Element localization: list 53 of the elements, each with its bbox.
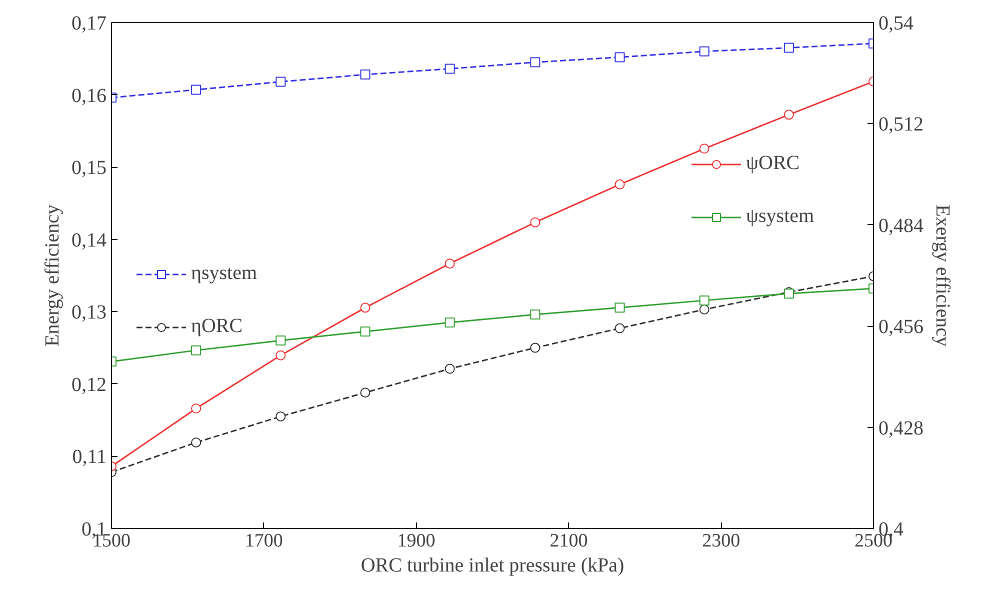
point (276, 350, 286, 360)
y-tick-label: 0,17 (72, 12, 106, 34)
point (444, 64, 455, 74)
y-tick-label: 0,11 (72, 446, 107, 468)
point (530, 310, 540, 320)
point (276, 411, 286, 422)
x-tick-label: 2100 (550, 530, 588, 552)
point (191, 437, 202, 448)
y-axis-title: Energy efficiency (42, 204, 64, 346)
y2-tick-label: 0,484 (878, 214, 924, 237)
point (360, 388, 370, 398)
y2-axis-title: Exergy efficiency (932, 204, 954, 346)
point (360, 326, 370, 337)
legend-label: ψsystem (746, 205, 814, 228)
point (360, 302, 370, 313)
point (191, 84, 202, 95)
point (276, 76, 286, 87)
point (530, 342, 540, 353)
point (191, 345, 202, 356)
y-tick-label: 0,12 (72, 374, 106, 396)
legend-label: ηORC (191, 315, 243, 338)
point (784, 42, 794, 53)
y2-tick-label: 0,54 (878, 12, 914, 34)
point (614, 52, 625, 62)
point (360, 70, 370, 80)
point (530, 217, 540, 228)
legend-label: ηsystem (191, 262, 258, 285)
point (614, 179, 625, 190)
y-tick-label: 0,16 (72, 84, 106, 107)
point (444, 258, 455, 269)
x-tick-label: 1700 (244, 530, 283, 552)
point (191, 404, 202, 414)
point (699, 295, 710, 306)
legend-label: ψORC (746, 152, 800, 175)
y2-tick-label: 0,512 (878, 114, 924, 136)
point (530, 57, 540, 68)
point (444, 317, 455, 328)
point (614, 323, 625, 334)
point (699, 304, 710, 314)
point (614, 302, 625, 313)
point (699, 46, 710, 56)
point (784, 110, 794, 120)
y-tick-label: 0,14 (72, 229, 106, 252)
x-tick-label: 1900 (397, 530, 436, 552)
y-tick-label: 0,13 (72, 302, 106, 324)
point (276, 336, 286, 346)
x-axis-title: ORC turbine inlet pressure (kPa) (360, 554, 624, 576)
y-tick-label: 0,15 (72, 157, 106, 180)
y2-tick-label: 0,428 (878, 417, 924, 440)
x-tick-label: 2300 (702, 530, 740, 552)
y2-tick-label: 0,456 (878, 316, 924, 338)
point (444, 364, 455, 374)
point (699, 144, 710, 154)
